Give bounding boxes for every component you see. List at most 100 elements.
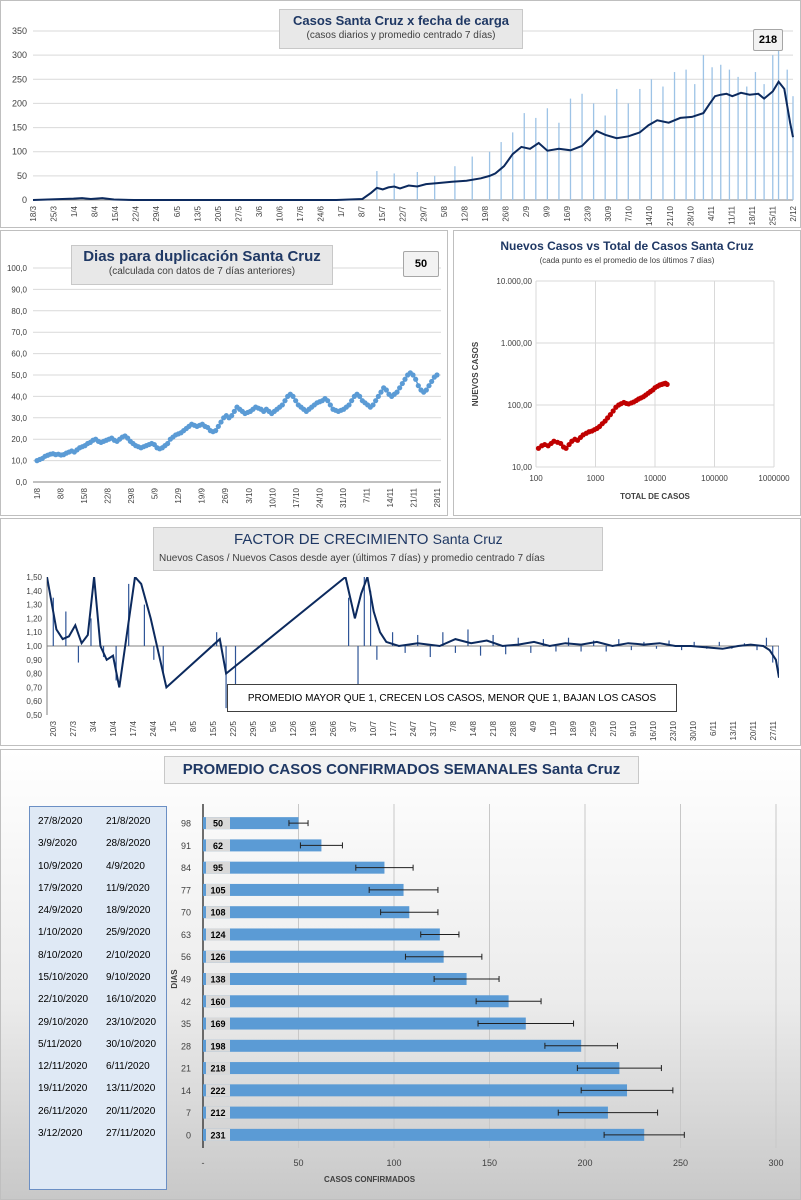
x-tick-label: 17/10 bbox=[292, 487, 301, 508]
date-row: 29/10/2020 23/10/2020 bbox=[30, 1017, 168, 1033]
bar bbox=[203, 861, 385, 874]
data-point bbox=[215, 423, 221, 429]
data-point bbox=[664, 381, 670, 387]
x-tick-label: 28/11 bbox=[433, 487, 442, 507]
x-tick-label: 7/8 bbox=[449, 720, 458, 732]
y-tick-label: 200 bbox=[12, 98, 27, 108]
y-axis-label: NUEVOS CASOS bbox=[471, 341, 480, 406]
data-point bbox=[370, 402, 376, 408]
y-tick-label: 1,00 bbox=[26, 642, 42, 651]
x-tick-label: 13/5 bbox=[193, 205, 202, 221]
x-tick-label: 22/8 bbox=[104, 487, 113, 503]
new-vs-total-panel: 10,00 100,00 1.000,00 10.000,00 100 1000 10000… bbox=[453, 230, 801, 516]
days-label: 14 bbox=[181, 1086, 191, 1096]
x-tick-label: 20/11 bbox=[749, 720, 758, 740]
data-point bbox=[563, 445, 569, 451]
data-label-bg bbox=[206, 906, 230, 919]
data-point bbox=[231, 408, 237, 414]
y-tick-label: 100,0 bbox=[7, 264, 28, 273]
week-start-date: 2/10/2020 bbox=[106, 949, 151, 961]
x-tick-label: 15/5 bbox=[209, 720, 218, 736]
x-tick-label: 8/7 bbox=[358, 205, 367, 217]
date-row: 19/11/2020 13/11/2020 bbox=[30, 1083, 168, 1099]
data-point bbox=[429, 378, 435, 385]
growth-factor-title: FACTOR DE CRECIMIENTO bbox=[234, 531, 429, 548]
data-label-bg bbox=[206, 1017, 230, 1030]
growth-factor-subtitle: Nuevos Casos / Nuevos Casos desde ayer (… bbox=[159, 553, 545, 564]
y-tick-label: 100 bbox=[12, 147, 27, 157]
daily-cases-panel: 0 50 100 150 200 250 300 350 18/3 25/3 1/4 8/4 15/4 2… bbox=[0, 0, 801, 228]
date-row: 8/10/2020 2/10/2020 bbox=[30, 950, 168, 966]
x-tick-label: 250 bbox=[673, 1158, 688, 1168]
x-tick-label: 15/7 bbox=[378, 205, 387, 221]
data-label-bg bbox=[206, 883, 230, 896]
week-end-date: 15/10/2020 bbox=[38, 972, 89, 983]
days-label: 84 bbox=[181, 863, 191, 873]
date-row: 27/8/2020 21/8/2020 bbox=[30, 816, 168, 832]
x-tick-label: 5/9 bbox=[151, 487, 160, 499]
daily-cases-subtitle: (casos diarios y promedio centrado 7 día… bbox=[306, 30, 496, 41]
x-tick-label: 50 bbox=[293, 1158, 303, 1168]
data-label-bg bbox=[206, 995, 230, 1008]
data-point bbox=[346, 402, 352, 408]
doubling-title-box: Dias para duplicación Santa Cruz (calcul… bbox=[71, 245, 333, 285]
x-tick-label: 21/11 bbox=[409, 487, 418, 507]
data-point bbox=[279, 402, 285, 408]
data-label: 198 bbox=[210, 1041, 225, 1051]
x-tick-label: 4/11 bbox=[707, 205, 716, 221]
y-tick-label: 1,10 bbox=[26, 628, 42, 637]
x-tick-label: 21/10 bbox=[666, 205, 675, 226]
y-tick-label: 10,0 bbox=[11, 457, 27, 466]
doubling-badge: 50 bbox=[403, 251, 439, 277]
date-row: 15/10/2020 9/10/2020 bbox=[30, 972, 168, 988]
data-point bbox=[423, 387, 429, 393]
bar bbox=[203, 1017, 526, 1030]
date-row: 12/11/2020 6/11/2020 bbox=[30, 1061, 168, 1077]
x-tick-label: 29/8 bbox=[127, 487, 136, 503]
new-vs-total-title: Nuevos Casos vs Total de Casos Santa Cru… bbox=[500, 239, 754, 253]
x-tick-label: 6/11 bbox=[709, 720, 718, 736]
x-axis-label: TOTAL DE CASOS bbox=[620, 492, 690, 501]
x-tick-label: 30/9 bbox=[604, 205, 613, 221]
days-label: 63 bbox=[181, 930, 191, 940]
x-tick-label: 17/4 bbox=[129, 720, 138, 736]
data-point bbox=[325, 398, 331, 404]
x-tick-label: 19/6 bbox=[309, 720, 318, 736]
y-tick-label: 0,80 bbox=[26, 670, 42, 679]
x-tick-label: 10/7 bbox=[369, 720, 378, 736]
x-tick-label: 8/8 bbox=[57, 487, 66, 499]
doubling-panel: 0,0 10,0 20,0 30,0 40,0 50,0 60,0 70,0 80,0 90,0 1… bbox=[0, 230, 448, 516]
bar bbox=[203, 1039, 582, 1052]
days-label: 91 bbox=[181, 841, 191, 851]
x-tick-label: 7/11 bbox=[362, 487, 371, 503]
days-label: 0 bbox=[186, 1130, 191, 1140]
week-start-date: 9/10/2020 bbox=[106, 972, 151, 983]
x-tick-label: 1/4 bbox=[70, 205, 79, 217]
date-row: 17/9/2020 11/9/2020 bbox=[30, 883, 168, 899]
daily-cases-title-box: Casos Santa Cruz x fecha de carga (casos… bbox=[279, 9, 523, 49]
x-tick-label: 27/5 bbox=[234, 205, 243, 221]
x-tick-label: 5/6 bbox=[269, 720, 278, 732]
data-point bbox=[290, 393, 296, 399]
y-tick-label: 1,30 bbox=[26, 601, 42, 610]
data-label: 231 bbox=[210, 1130, 225, 1140]
x-axis-label: CASOS CONFIRMADOS bbox=[324, 1175, 416, 1184]
x-tick-label: 22/7 bbox=[399, 205, 408, 221]
data-label-bg bbox=[206, 839, 230, 852]
week-end-date: 26/11/2020 bbox=[38, 1105, 88, 1117]
data-point bbox=[426, 383, 432, 389]
x-tick-label: 5/8 bbox=[440, 205, 449, 217]
x-tick-label: - bbox=[202, 1158, 205, 1168]
x-tick-label: 22/4 bbox=[132, 205, 141, 221]
weekly-avg-title: PROMEDIO CASOS CONFIRMADOS SEMANALES San… bbox=[182, 761, 621, 778]
x-tick-label: 15/8 bbox=[80, 487, 89, 503]
date-row: 24/9/2020 18/9/2020 bbox=[30, 905, 168, 921]
y-tick-label: 0,90 bbox=[26, 656, 42, 665]
data-point bbox=[434, 372, 440, 378]
x-tick-label: 10/6 bbox=[275, 205, 284, 221]
week-start-date: 20/11/2020 bbox=[106, 1105, 156, 1117]
data-point bbox=[415, 383, 421, 389]
x-tick-label: 18/9 bbox=[569, 720, 578, 736]
y-tick-label: 150 bbox=[12, 123, 27, 133]
daily-cases-title: Casos Santa Cruz x fecha de carga bbox=[292, 13, 510, 28]
